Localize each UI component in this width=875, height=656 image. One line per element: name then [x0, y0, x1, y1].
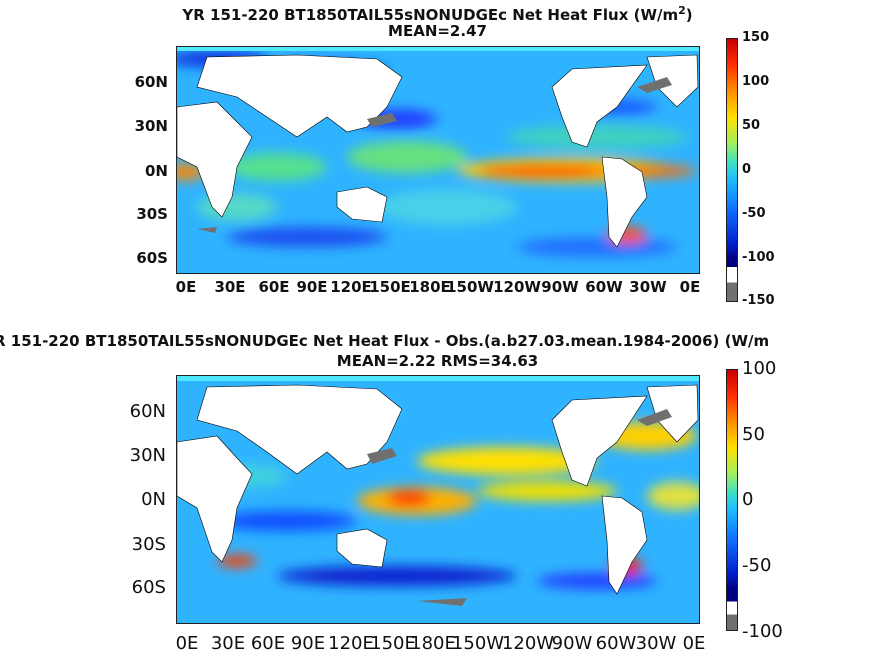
panel1-colorbar [726, 38, 738, 302]
panel2-xtick: 30W [635, 633, 677, 654]
panel2-xtick: 0E [175, 633, 199, 654]
panel2-xtick: 60E [250, 633, 286, 654]
panel1-cbtick: 0 [742, 162, 752, 177]
panel1-cbtick: 150 [742, 30, 770, 45]
panel1-xtick: 30W [629, 278, 667, 296]
panel1-xtick: 60E [258, 278, 290, 296]
panel2-xtick: 150E [370, 633, 416, 654]
panel1-xtick: 150W [446, 278, 494, 296]
panel2-cbtick: -50 [742, 555, 772, 576]
panel2-title: R 151-220 BT1850TAIL55sNONUDGEc Net Heat… [0, 332, 770, 350]
panel2-colorbar-labels: 100 50 0 -50 -100 [742, 358, 812, 648]
panel2-ytick: 60N [129, 401, 166, 422]
panel1-ytick: 30S [136, 205, 168, 223]
panel2-cbtick: 50 [742, 424, 765, 445]
panel1-xtick: 0E [679, 278, 701, 296]
panel1-cbtick: 50 [742, 118, 761, 133]
panel1-map [176, 46, 700, 274]
panel2-ytick: 0N [141, 489, 166, 510]
panel1-ytick: 0N [145, 162, 168, 180]
panel1-cbtick: -150 [742, 293, 775, 308]
panel2-cbtick: 0 [742, 489, 754, 510]
panel2-xtick: 150W [451, 633, 505, 654]
panel1-ytick: 60N [134, 73, 168, 91]
panel2-ytick: 30N [129, 445, 166, 466]
panel2-map [176, 375, 700, 624]
panel2-ytick: 60S [131, 577, 166, 598]
panel1-xtick: 120E [330, 278, 372, 296]
panel1-xtick: 90E [296, 278, 328, 296]
panel2-xtick: 120E [328, 633, 374, 654]
panel2-subtitle: MEAN=2.22 RMS=34.63 [336, 352, 539, 370]
panel1-title: YR 151-220 BT1850TAIL55sNONUDGEc Net Hea… [182, 4, 693, 24]
panel2-xtick: 180E [410, 633, 456, 654]
panel2-ytick: 30S [131, 534, 166, 555]
panel1-ytick: 60S [136, 249, 168, 267]
panel1-xtick: 180E [409, 278, 451, 296]
panel1-xtick: 120W [493, 278, 541, 296]
panel2-xtick: 30E [210, 633, 246, 654]
panel2-cbtick: 100 [742, 358, 777, 379]
panel2-xtick: 0E [682, 633, 706, 654]
panel2-xtick: 120W [501, 633, 555, 654]
panel2-cbtick: -100 [742, 621, 783, 642]
panel1-x-axis: 0E 30E 60E 90E 120E 150E 180E 150W 120W … [0, 278, 875, 298]
panel1-xtick: 150E [369, 278, 411, 296]
panel1-ytick: 30N [134, 117, 168, 135]
panel2-xtick: 60W [595, 633, 637, 654]
panel1-xtick: 0E [175, 278, 197, 296]
panel1-xtick: 90W [541, 278, 579, 296]
panel1-colorbar-labels: 150 100 50 0 -50 -100 -150 [742, 30, 802, 310]
panel2-xtick: 90E [290, 633, 326, 654]
panel1-xtick: 30E [214, 278, 246, 296]
panel1-cbtick: 100 [742, 74, 770, 89]
panel2-xtick: 90W [551, 633, 593, 654]
panel1-cbtick: -50 [742, 206, 766, 221]
panel2-colorbar [726, 369, 738, 631]
panel1-cbtick: -100 [742, 250, 775, 265]
panel2-x-axis: 0E 30E 60E 90E 120E 150E 180E 150W 120W … [0, 633, 875, 655]
panel1-xtick: 60W [585, 278, 623, 296]
panel1-subtitle: MEAN=2.47 [388, 22, 487, 40]
